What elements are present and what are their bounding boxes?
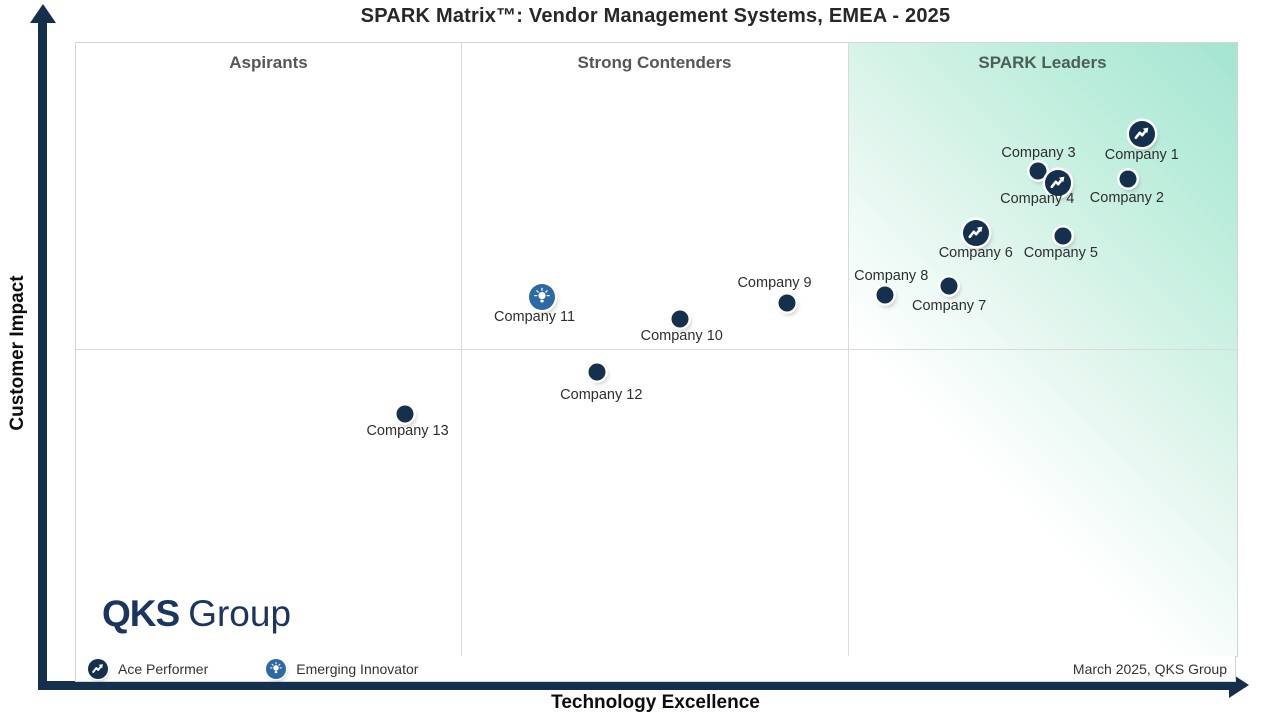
x-axis-label: Technology Excellence <box>551 692 760 713</box>
company-label: Company 7 <box>911 297 987 314</box>
emerging-innovator-icon <box>266 658 287 679</box>
company-label: Company 2 <box>1089 190 1164 207</box>
ace-performer-icon <box>88 658 108 679</box>
footnote-date: March 2025, QKS Group <box>1072 660 1227 677</box>
quadrant-header-spark-leaders: SPARK Leaders <box>978 53 1107 72</box>
company-label: Company 12 <box>560 387 643 404</box>
company-label: Company 4 <box>1000 190 1075 207</box>
y-axis-label: Customer Impact <box>7 275 28 431</box>
logo-qks-text: QKS <box>102 593 180 634</box>
marker-ace-performer-company-1[interactable] <box>1128 120 1155 147</box>
marker-ace-performer-company-4[interactable] <box>1045 169 1072 196</box>
marker-standard-company-8[interactable] <box>876 286 894 304</box>
plot-area: Aspirants Strong Contenders SPARK Leader… <box>75 42 1238 657</box>
ace-performer-legend-label: Ace Performer <box>118 660 209 677</box>
qks-group-logo: QKS Group <box>102 593 291 635</box>
company-label: Company 1 <box>1104 146 1179 163</box>
marker-standard-company-7[interactable] <box>940 277 958 295</box>
marker-standard-company-12[interactable] <box>588 363 606 381</box>
marker-standard-company-13[interactable] <box>396 405 414 423</box>
marker-standard-company-9[interactable] <box>778 294 796 312</box>
grid-hline <box>76 349 1237 350</box>
chart-title: SPARK Matrix™: Vendor Management Systems… <box>360 5 951 27</box>
emerging-innovator-legend-label: Emerging Innovator <box>296 660 419 677</box>
marker-standard-company-2[interactable] <box>1119 170 1137 188</box>
company-label: Company 3 <box>1001 145 1076 162</box>
marker-layer: Company 1 Company 2 Company 3 Company 4 Comp… <box>76 43 1237 656</box>
company-label: Company 10 <box>640 327 723 344</box>
company-label: Company 6 <box>938 245 1013 262</box>
y-axis-arrow-icon <box>30 4 56 23</box>
company-label: Company 11 <box>493 308 576 325</box>
marker-standard-company-5[interactable] <box>1054 227 1072 245</box>
marker-standard-company-10[interactable] <box>671 310 689 328</box>
company-label: Company 13 <box>366 422 449 439</box>
marker-standard-company-3[interactable] <box>1029 162 1047 180</box>
x-axis-line <box>38 681 1230 690</box>
marker-emerging-innovator-company-11[interactable] <box>528 283 555 310</box>
company-label: Company 5 <box>1023 245 1098 262</box>
company-label: Company 8 <box>854 267 929 284</box>
quadrant-header-strong-contenders: Strong Contenders <box>577 53 732 72</box>
y-axis-line <box>38 22 47 690</box>
marker-ace-performer-company-6[interactable] <box>962 220 989 247</box>
legend-bar: Ace Performer Emerging Innovator March 2… <box>75 656 1236 682</box>
quadrant-header-aspirants: Aspirants <box>229 53 308 72</box>
logo-group-text: Group <box>188 593 292 634</box>
company-label: Company 9 <box>737 274 812 291</box>
